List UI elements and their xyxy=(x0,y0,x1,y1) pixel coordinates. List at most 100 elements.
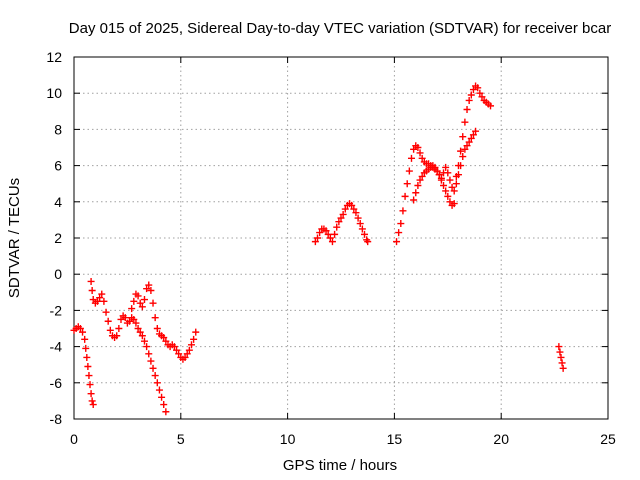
data-point xyxy=(187,341,195,349)
x-tick-labels: 0 5 10 15 20 25 xyxy=(70,431,616,447)
y-tick-label: -2 xyxy=(50,302,63,318)
data-point xyxy=(412,189,420,197)
data-point xyxy=(358,225,366,233)
data-point xyxy=(328,238,336,246)
data-point xyxy=(117,315,125,323)
data-point xyxy=(87,277,95,285)
data-point xyxy=(84,363,92,371)
data-point xyxy=(416,176,424,184)
data-point xyxy=(467,91,475,99)
data-point xyxy=(88,286,96,294)
y-tick-label: -6 xyxy=(50,375,63,391)
data-point xyxy=(98,290,106,298)
data-point xyxy=(96,294,104,302)
data-point xyxy=(81,335,89,343)
data-point xyxy=(106,326,114,334)
y-tick-label: -4 xyxy=(50,339,63,355)
data-point xyxy=(467,134,475,142)
data-point xyxy=(348,201,356,209)
data-point xyxy=(147,286,155,294)
data-point xyxy=(115,325,123,332)
data-point xyxy=(354,214,362,222)
data-point xyxy=(450,200,458,208)
data-point xyxy=(181,353,189,361)
data-point xyxy=(461,118,469,126)
data-point xyxy=(452,172,460,180)
data-point xyxy=(153,379,161,387)
data-point xyxy=(414,144,422,151)
data-point xyxy=(143,285,151,293)
data-point xyxy=(190,335,198,343)
data-point xyxy=(433,167,441,175)
data-point xyxy=(145,281,153,289)
data-point xyxy=(559,364,567,372)
data-point xyxy=(465,96,473,104)
data-point xyxy=(446,176,454,184)
data-point xyxy=(450,187,458,195)
y-axis-label: SDTVAR / TECUs xyxy=(6,178,23,298)
data-point xyxy=(558,359,566,367)
y-tick-label: 10 xyxy=(46,85,62,101)
y-tick-label: 0 xyxy=(54,266,62,282)
data-point xyxy=(350,205,358,213)
data-point xyxy=(82,344,90,352)
data-point xyxy=(487,102,495,110)
data-point xyxy=(173,346,181,354)
data-point xyxy=(175,350,183,358)
data-point xyxy=(153,325,161,332)
data-point xyxy=(459,133,467,141)
data-point xyxy=(143,343,151,351)
data-point xyxy=(85,372,93,380)
data-point xyxy=(87,390,95,398)
data-point xyxy=(140,337,148,345)
data-point xyxy=(403,180,411,188)
data-point xyxy=(440,182,448,190)
data-point xyxy=(170,343,178,351)
data-point xyxy=(452,180,460,188)
data-point xyxy=(457,147,465,155)
data-point xyxy=(352,209,360,217)
data-point xyxy=(341,205,349,213)
data-point xyxy=(183,350,191,358)
data-point xyxy=(160,401,168,409)
data-point xyxy=(337,214,345,222)
data-point xyxy=(140,296,148,304)
data-point xyxy=(147,357,155,365)
data-point xyxy=(448,183,456,191)
data-point xyxy=(472,127,480,135)
axis-ticks xyxy=(73,56,609,420)
data-point xyxy=(401,192,409,200)
data-point xyxy=(459,153,467,161)
data-point xyxy=(79,328,87,336)
grid xyxy=(74,57,608,419)
data-point xyxy=(138,332,146,340)
data-point xyxy=(397,220,405,228)
data-point xyxy=(160,334,168,342)
data-point xyxy=(469,131,477,139)
data-point xyxy=(149,299,157,307)
data-point xyxy=(324,230,332,238)
data-point xyxy=(76,325,84,332)
data-point xyxy=(126,317,134,325)
data-point xyxy=(360,230,368,238)
data-point xyxy=(437,174,445,182)
data-point xyxy=(132,319,140,327)
data-point xyxy=(407,154,415,162)
x-tick-label: 10 xyxy=(280,431,296,447)
x-axis-label: GPS time / hours xyxy=(283,457,397,474)
data-point xyxy=(100,297,108,305)
data-point xyxy=(136,328,144,336)
x-tick-label: 20 xyxy=(493,431,509,447)
data-point xyxy=(86,381,94,389)
data-point xyxy=(138,303,146,311)
data-point xyxy=(322,227,330,235)
data-point xyxy=(151,372,159,380)
data-point xyxy=(162,408,170,416)
data-point xyxy=(339,210,347,218)
data-point xyxy=(136,299,144,307)
data-point xyxy=(557,353,565,361)
data-point xyxy=(331,230,339,238)
data-point xyxy=(356,220,364,228)
data-point xyxy=(418,172,426,180)
